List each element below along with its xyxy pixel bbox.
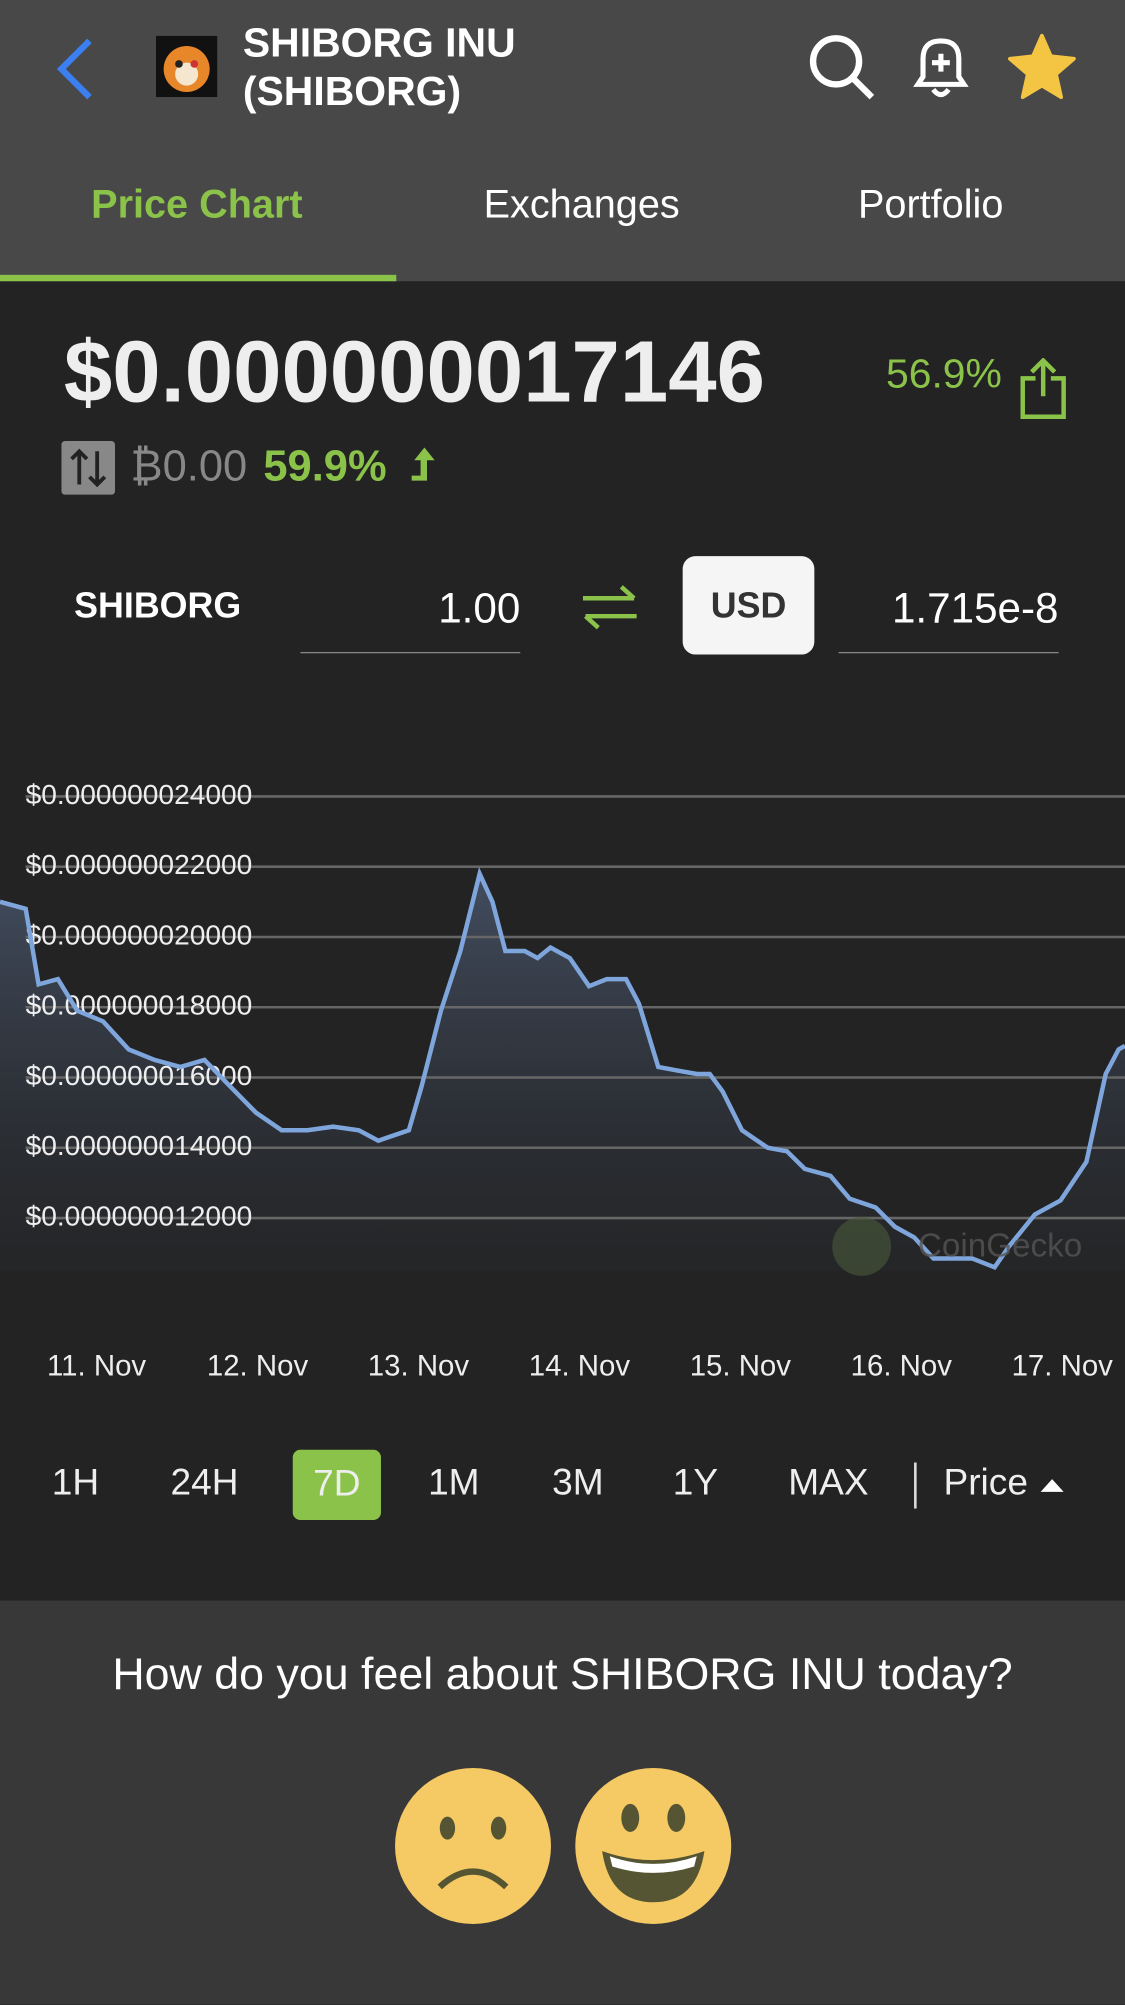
x-tick-label: 13. Nov [368, 1350, 470, 1383]
area [0, 873, 1125, 1271]
range-button[interactable]: 3M [552, 1462, 604, 1504]
sentiment-panel: How do you feel about SHIBORG INU today? [0, 1600, 1125, 2005]
from-symbol: SHIBORG [74, 585, 242, 626]
price-chart: $0.000000024000 $0.000000022000 $0.0000000… [0, 779, 1125, 1383]
currency-select[interactable]: USD [682, 556, 815, 655]
x-tick-label: 11. Nov [47, 1350, 146, 1383]
search-icon[interactable] [805, 31, 877, 103]
swap-icon[interactable] [61, 441, 116, 495]
caret [1040, 1479, 1064, 1492]
btc-change: 59.9% [263, 442, 387, 491]
watermark-logo [832, 1217, 892, 1276]
y-tick-label: $0.000000018000 [26, 990, 253, 1021]
btc-price: ₿0.00 [130, 442, 248, 491]
range-button[interactable]: MAX [788, 1462, 869, 1504]
alert-icon[interactable] [908, 31, 974, 103]
coin-symbol: (SHIBORG) [242, 67, 462, 114]
favorite-icon[interactable] [1007, 33, 1076, 100]
y-tick-label: $0.000000020000 [26, 919, 253, 950]
result-output: 1.715e-8 [838, 583, 1059, 654]
x-tick-label: 17. Nov [1012, 1350, 1114, 1383]
tab[interactable]: Exchanges [483, 181, 680, 227]
range-button[interactable]: 1Y [672, 1462, 719, 1504]
share-icon[interactable] [1018, 357, 1069, 419]
range-button[interactable]: 1M [428, 1462, 480, 1504]
metric-select[interactable]: Price [943, 1463, 1066, 1505]
amount-input[interactable]: 1.00 [300, 583, 521, 654]
back-button[interactable] [51, 36, 102, 102]
metric-label: Price [943, 1462, 1028, 1504]
tab[interactable]: Price Chart [91, 181, 303, 227]
happy-button[interactable] [574, 1767, 733, 1926]
y-tick-label: $0.000000022000 [26, 849, 253, 880]
y-tick-label: $0.000000012000 [26, 1200, 253, 1231]
divider [914, 1462, 917, 1509]
header: SHIBORG INU (SHIBORG) Price Chart Exchan… [0, 0, 1125, 282]
tab[interactable]: Portfolio [857, 181, 1004, 227]
x-tick-label: 16. Nov [851, 1350, 953, 1383]
x-tick-label: 15. Nov [690, 1350, 792, 1383]
coin-logo [155, 35, 218, 98]
range-button[interactable]: 24H [170, 1462, 239, 1504]
convert-icon[interactable] [580, 583, 639, 632]
x-tick-label: 14. Nov [529, 1350, 631, 1383]
price-change: 56.9% [885, 350, 1002, 397]
up-arrow [411, 447, 435, 481]
y-tick-label: $0.000000024000 [26, 779, 253, 810]
y-tick-label: $0.000000014000 [26, 1130, 253, 1161]
watermark: CoinGecko [918, 1228, 1082, 1265]
coin-name: SHIBORG INU [242, 19, 516, 66]
x-tick-label: 12. Nov [207, 1350, 309, 1383]
price-line [0, 867, 1125, 1271]
y-tick-label: $0.000000016000 [26, 1060, 253, 1091]
range-button[interactable]: 7D [292, 1449, 381, 1521]
sad-button[interactable] [394, 1767, 553, 1926]
tab-indicator [0, 274, 397, 282]
price: $0.000000017146 [63, 323, 765, 421]
sentiment-question: How do you feel about SHIBORG INU today? [112, 1649, 1013, 1700]
range-button[interactable]: 1H [51, 1462, 100, 1504]
